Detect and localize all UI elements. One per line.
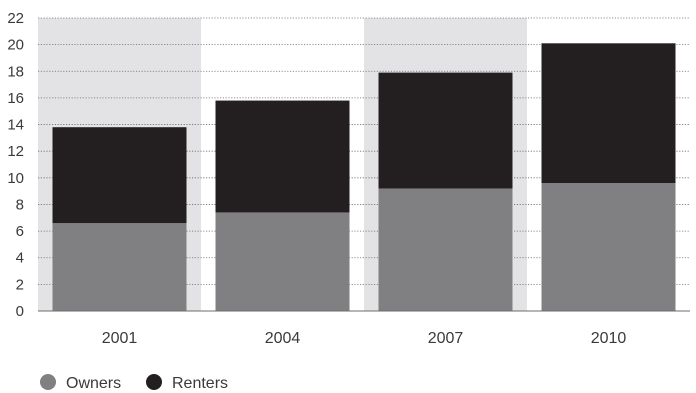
y-tick-labels: 0 2 4 6 8 10 12 14 16 18 20 22 <box>7 10 24 320</box>
legend-swatch-renters <box>146 374 162 390</box>
bars <box>52 43 676 311</box>
y-tick-label: 18 <box>7 63 24 80</box>
y-tick-label: 14 <box>7 117 24 134</box>
legend-swatch-owners <box>40 374 56 390</box>
x-tick-label: 2007 <box>428 330 464 347</box>
y-tick-label: 6 <box>16 223 24 240</box>
bar-renters-2004 <box>215 100 350 213</box>
y-tick-label: 8 <box>16 196 24 213</box>
bar-renters-2010 <box>541 43 676 184</box>
x-category-labels: 2001 2004 2007 2010 <box>102 330 627 347</box>
y-tick-label: 12 <box>7 143 24 160</box>
x-tick-label: 2001 <box>102 330 138 347</box>
legend-label-renters: Renters <box>172 375 228 392</box>
bar-owners-2007 <box>378 188 513 311</box>
legend: Owners Renters <box>40 374 228 392</box>
y-tick-label: 20 <box>7 37 24 54</box>
y-tick-label: 10 <box>7 170 24 187</box>
bar-owners-2004 <box>215 212 350 311</box>
y-tick-label: 2 <box>16 276 24 293</box>
bar-renters-2007 <box>378 72 513 189</box>
y-tick-label: 16 <box>7 90 24 107</box>
bar-owners-2001 <box>52 223 187 311</box>
y-tick-label: 0 <box>16 303 24 320</box>
bar-owners-2010 <box>541 183 676 311</box>
y-tick-label: 4 <box>16 250 24 267</box>
bar-renters-2001 <box>52 127 187 224</box>
x-tick-label: 2004 <box>265 330 301 347</box>
y-tick-label: 22 <box>7 10 24 27</box>
x-tick-label: 2010 <box>591 330 627 347</box>
legend-label-owners: Owners <box>66 375 121 392</box>
